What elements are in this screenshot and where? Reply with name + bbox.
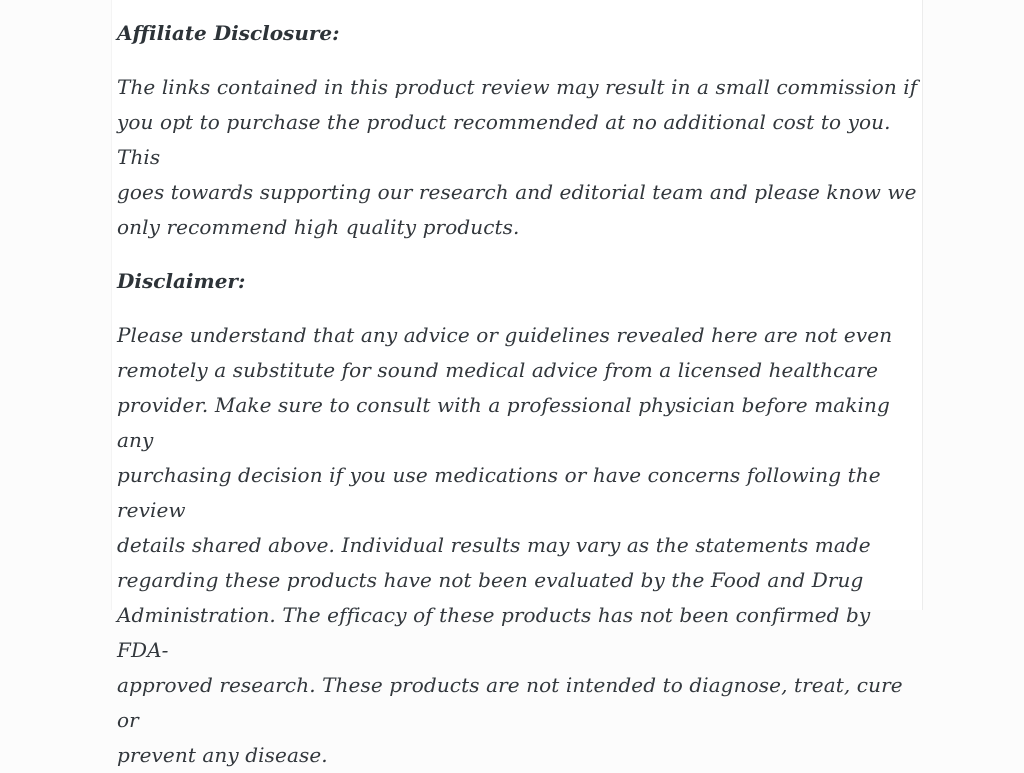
affiliate-disclosure-text: The links contained in this product revi… [117, 75, 918, 239]
affiliate-disclosure-section: Affiliate Disclosure: The links containe… [117, 16, 920, 245]
disclaimer-text: Please understand that any advice or gui… [117, 323, 903, 767]
article-page: Affiliate Disclosure: The links containe… [111, 0, 923, 767]
affiliate-disclosure-heading: Affiliate Disclosure: [117, 21, 340, 45]
disclaimer-heading: Disclaimer: [117, 269, 246, 293]
disclaimer-section: Disclaimer: Please understand that any a… [117, 264, 920, 773]
article-content-column: Affiliate Disclosure: The links containe… [111, 0, 923, 767]
